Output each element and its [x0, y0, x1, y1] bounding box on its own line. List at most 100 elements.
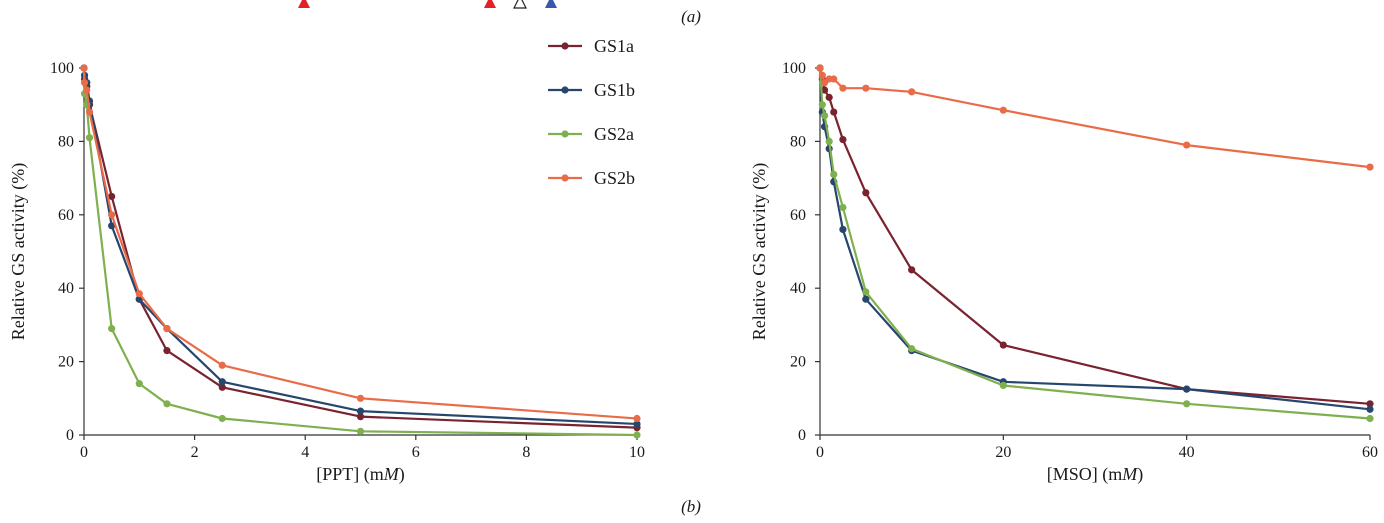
x-tick-label: 4	[301, 444, 309, 461]
data-point-gs1a	[356, 413, 365, 421]
y-tick-label: 60	[58, 207, 74, 224]
x-tick-label: 8	[522, 444, 530, 461]
series-line-gs2a	[82, 67, 638, 437]
data-point-gs1a	[218, 383, 226, 391]
data-point-gs1a	[163, 346, 171, 355]
data-point-gs2b	[839, 84, 847, 92]
data-point-gs2b	[862, 84, 870, 92]
y-tick-label: 40	[58, 280, 74, 297]
panel-label-a: (a)	[681, 7, 701, 26]
data-point-gs1b	[633, 420, 641, 428]
data-point-gs1a	[830, 108, 838, 116]
data-point-gs2a	[108, 324, 116, 333]
chart-ppt: 0 20 40 60 80 100 0 2 4 6 8 10 [PPT] (mM) Relative GS…	[8, 60, 645, 485]
data-point-gs2a	[356, 427, 365, 435]
legend-label-gs1b: GS1b	[594, 80, 635, 100]
x-tick-label: 40	[1179, 444, 1195, 461]
y-tick-label: 0	[66, 427, 74, 444]
x-tick-label: 0	[816, 444, 824, 461]
data-point-gs2a	[163, 400, 171, 408]
chart-mso: 0 20 40 60 80 100 0 20 40 60 [MSO] (mM) Relative GS…	[749, 60, 1378, 485]
triangle-marker-2	[484, 0, 496, 8]
x-tick-label: 10	[629, 444, 645, 461]
data-point-gs2a	[830, 170, 838, 179]
y-tick-label: 20	[58, 354, 74, 371]
data-point-gs2a	[1183, 400, 1191, 408]
series-line-gs2b	[818, 67, 1371, 169]
data-point-gs1b	[218, 378, 226, 386]
data-point-gs2b	[135, 290, 143, 298]
data-point-gs2a	[862, 288, 870, 296]
legend: GS1a GS1b GS2a GS2b	[548, 36, 635, 188]
data-point-gs1b	[1183, 385, 1191, 393]
legend-label-gs1a: GS1a	[594, 36, 634, 56]
data-point-gs2b	[85, 108, 94, 116]
data-point-gs1a	[999, 341, 1007, 349]
triangle-marker-3	[513, 0, 527, 9]
data-point-gs2a	[908, 345, 916, 353]
data-point-gs2b	[1366, 163, 1374, 171]
data-point-gs2b	[1183, 141, 1191, 149]
data-point-gs2b	[83, 86, 91, 94]
x-tick-label: 0	[80, 444, 88, 461]
series-line-gs1b	[818, 67, 1371, 411]
x-axis-label: [PPT] (mM)	[316, 464, 405, 485]
marker-row	[298, 0, 557, 9]
triangle-marker-1	[298, 0, 310, 8]
data-point-gs1a	[825, 93, 833, 101]
data-point-gs2a	[218, 414, 226, 423]
data-point-gs1b	[839, 225, 847, 234]
series-line-gs2a	[818, 67, 1371, 420]
legend-marker-gs2b	[561, 174, 569, 182]
data-point-gs1a	[1366, 400, 1374, 408]
data-point-gs2b	[80, 64, 88, 72]
series-line-gs1a	[818, 67, 1371, 405]
data-point-gs1a	[908, 266, 916, 274]
data-point-gs2b	[830, 75, 838, 83]
data-point-gs2b	[816, 64, 824, 72]
data-point-gs2a	[825, 137, 833, 145]
x-tick-label: 2	[191, 444, 199, 461]
data-point-gs1b	[108, 222, 116, 230]
series-line-gs1b	[82, 67, 638, 426]
legend-label-gs2b: GS2b	[594, 168, 635, 188]
data-point-gs2a	[85, 134, 94, 142]
series-line-gs1a	[82, 67, 638, 429]
x-tick-label: 6	[412, 444, 420, 461]
legend-label-gs2a: GS2a	[594, 124, 634, 144]
y-axis-label: Relative GS activity (%)	[749, 163, 770, 340]
y-tick-label: 20	[790, 354, 806, 371]
data-point-gs1b	[1366, 405, 1374, 413]
y-tick-label: 80	[58, 133, 74, 150]
data-point-gs1a	[108, 192, 116, 201]
data-point-gs1a	[820, 86, 829, 94]
data-point-gs2b	[999, 106, 1007, 114]
y-axis-label: Relative GS activity (%)	[8, 163, 29, 340]
triangle-marker-4	[545, 0, 557, 8]
data-point-gs2b	[633, 414, 641, 423]
data-point-gs2b	[218, 361, 226, 369]
data-point-gs1b	[356, 407, 365, 415]
data-point-gs2b	[356, 394, 365, 402]
y-tick-label: 100	[782, 60, 806, 77]
data-point-gs2b	[818, 71, 826, 79]
data-point-gs2a	[839, 203, 847, 212]
panel-label-b: (b)	[681, 497, 701, 516]
data-point-gs2a	[633, 431, 641, 439]
data-point-gs2a	[820, 112, 829, 120]
x-tick-label: 60	[1362, 444, 1378, 461]
y-tick-label: 60	[790, 207, 806, 224]
x-tick-label: 20	[995, 444, 1011, 461]
y-tick-label: 0	[798, 427, 806, 444]
data-point-gs1b	[862, 295, 870, 303]
y-tick-label: 40	[790, 280, 806, 297]
y-tick-label: 80	[790, 133, 806, 150]
data-point-gs2b	[108, 211, 116, 219]
x-axis-label: [MSO] (mM)	[1047, 464, 1144, 485]
y-tick-label: 100	[50, 60, 74, 77]
legend-marker-gs1a	[561, 42, 569, 50]
data-point-gs2a	[818, 101, 826, 109]
data-point-gs2b	[80, 79, 89, 87]
data-point-gs2b	[163, 324, 171, 333]
